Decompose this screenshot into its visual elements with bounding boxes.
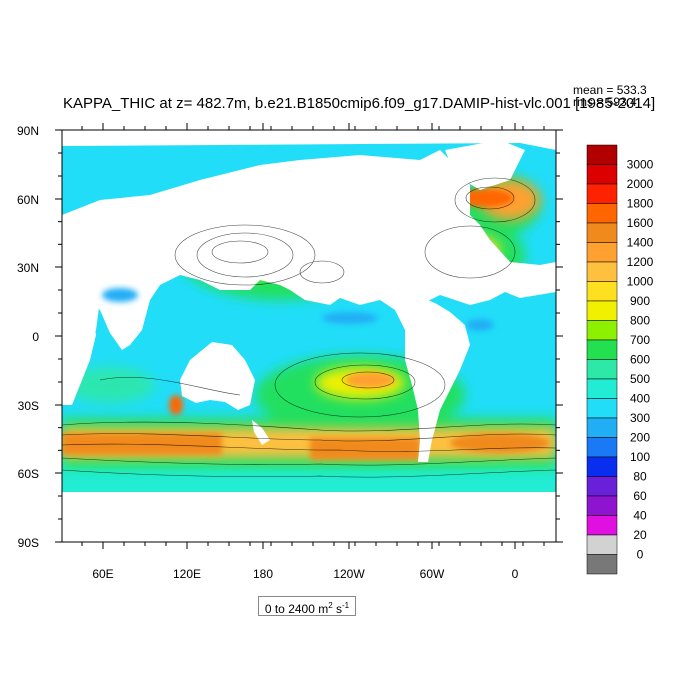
colorbar-label: 800 xyxy=(630,314,650,328)
lat-label: 30N xyxy=(17,261,39,275)
colorbar-swatch xyxy=(586,164,618,185)
eurasia-africa xyxy=(62,150,556,350)
lat-label: 0 xyxy=(32,330,39,344)
lat-label: 90N xyxy=(17,124,39,138)
rms-stat: rms = 593.4 xyxy=(573,95,637,109)
colorbar-swatch xyxy=(586,320,618,341)
lon-label: 120W xyxy=(333,567,365,581)
lat-label: 30S xyxy=(18,399,39,413)
lon-label: 180 xyxy=(253,567,273,581)
lat-axis: 90N 60N 30N 0 30S 60S 90S xyxy=(17,124,39,550)
north-america xyxy=(300,160,470,462)
colorbar: 3000200018001600140012001000900800700600… xyxy=(586,144,654,575)
colorbar-label: 3000 xyxy=(627,158,654,172)
colorbar-swatch xyxy=(586,554,618,575)
colorbar-swatch xyxy=(586,417,618,438)
colorbar-swatch xyxy=(586,495,618,516)
colorbar-swatch xyxy=(586,534,618,555)
colorbar-swatch xyxy=(586,300,618,321)
map-title: KAPPA_THIC at z= 482.7m, b.e21.B1850cmip… xyxy=(63,95,655,112)
colorbar-swatch xyxy=(586,398,618,419)
lon-axis: 60E 120E 180 120W 60W 0 xyxy=(92,567,518,581)
colorbar-swatch xyxy=(586,222,618,243)
map-frame xyxy=(55,123,563,549)
colorbar-label: 500 xyxy=(630,372,650,386)
colorbar-label: 200 xyxy=(630,431,650,445)
colorbar-swatch xyxy=(586,437,618,458)
colorbar-swatch xyxy=(586,378,618,399)
colorbar-label: 100 xyxy=(630,450,650,464)
colorbar-label: 400 xyxy=(630,392,650,406)
colorbar-label: 2000 xyxy=(627,177,654,191)
lon-label: 0 xyxy=(512,567,519,581)
colorbar-label: 1800 xyxy=(627,197,654,211)
colorbar-label: 40 xyxy=(633,509,647,523)
colorbar-label: 20 xyxy=(633,528,647,542)
colorbar-label: 300 xyxy=(630,411,650,425)
low-value-patches xyxy=(102,288,494,331)
colorbar-label: 0 xyxy=(637,548,644,562)
lon-label: 60E xyxy=(92,567,113,581)
colorbar-swatch xyxy=(586,183,618,204)
antarctica xyxy=(62,492,556,542)
colorbar-swatch xyxy=(586,515,618,536)
colorbar-swatch xyxy=(586,281,618,302)
colorbar-swatch xyxy=(586,261,618,282)
colorbar-swatch xyxy=(586,203,618,224)
lat-label: 60N xyxy=(17,193,39,207)
colorbar-swatch xyxy=(586,339,618,360)
map-panel xyxy=(62,130,556,542)
australia xyxy=(180,342,255,410)
colorbar-swatch xyxy=(586,456,618,477)
range-label: 0 to 2400 m2 s-1 xyxy=(258,596,356,616)
colorbar-label: 600 xyxy=(630,353,650,367)
colorbar-swatch xyxy=(586,242,618,263)
land xyxy=(62,140,556,542)
colorbar-swatch xyxy=(586,144,618,165)
colorbar-label: 700 xyxy=(630,333,650,347)
colorbar-label: 1600 xyxy=(627,216,654,230)
colorbar-label: 900 xyxy=(630,294,650,308)
colorbar-label: 60 xyxy=(633,489,647,503)
colorbar-label: 1400 xyxy=(627,236,654,250)
colorbar-swatch xyxy=(586,476,618,497)
lon-label: 60W xyxy=(420,567,445,581)
lat-label: 60S xyxy=(18,467,39,481)
lat-label: 90S xyxy=(18,536,39,550)
colorbar-label: 80 xyxy=(633,470,647,484)
lon-label: 120E xyxy=(173,567,201,581)
colorbar-swatch xyxy=(586,359,618,380)
colorbar-label: 1000 xyxy=(627,275,654,289)
colorbar-label: 1200 xyxy=(627,255,654,269)
contour-lines xyxy=(62,177,556,478)
mean-stat: mean = 533.3 xyxy=(573,83,647,97)
